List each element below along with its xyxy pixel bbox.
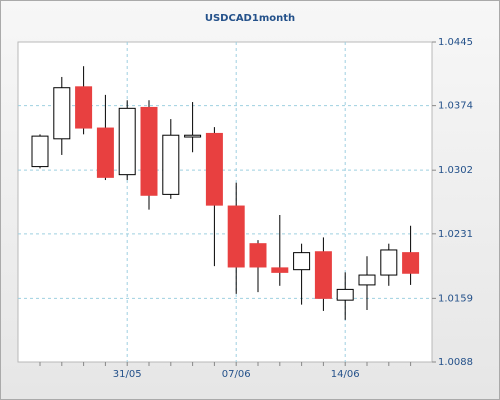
candle-body xyxy=(249,243,267,268)
y-tick-label: 1.0302 xyxy=(438,165,473,176)
y-tick-label: 1.0159 xyxy=(438,293,473,304)
candle-body xyxy=(314,251,332,299)
y-tick-label: 1.0231 xyxy=(438,229,473,240)
y-tick-label: 1.0374 xyxy=(438,101,473,112)
x-tick-label: 07/06 xyxy=(222,369,251,380)
candle-body xyxy=(118,107,136,176)
candle-body xyxy=(184,134,202,138)
x-tick-label: 31/05 xyxy=(113,369,142,380)
candle-body xyxy=(380,249,398,276)
candle-body xyxy=(162,134,180,195)
candle-body xyxy=(96,127,114,178)
candle-body xyxy=(205,132,223,206)
candle-body xyxy=(271,267,289,273)
candle-body xyxy=(293,252,311,271)
candle-body xyxy=(402,252,420,274)
candle-body xyxy=(358,274,376,286)
candle-body xyxy=(53,87,71,140)
y-tick-label: 1.0088 xyxy=(438,357,473,368)
candle-body xyxy=(336,288,354,301)
x-tick-label: 14/06 xyxy=(331,369,360,380)
candle-body xyxy=(75,86,93,129)
y-tick-label: 1.0445 xyxy=(438,37,473,48)
candle-body xyxy=(31,135,49,168)
candle-body xyxy=(140,106,158,196)
candle-body xyxy=(227,205,245,268)
chart-title: USDCAD1month xyxy=(205,13,295,24)
